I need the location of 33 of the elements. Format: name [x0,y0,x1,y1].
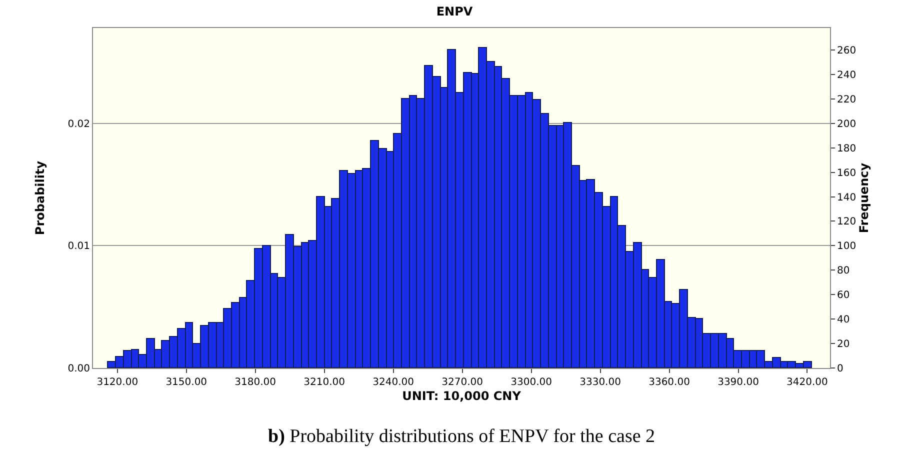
y-tick-label: 0.02 [68,118,90,130]
x-tick-label: 3390.00 [718,377,759,388]
x-tick-label: 3330.00 [580,377,621,388]
y2-tick-label: 220 [837,94,856,106]
y2-tick-label: 120 [837,216,856,228]
x-tick-label: 3180.00 [234,377,276,388]
x-tick-label: 3240.00 [372,377,414,388]
y2-axis-title: Frequency [856,162,871,234]
y2-tick-label: 100 [837,241,856,252]
y2-tick-label: 160 [837,168,856,179]
x-tick-label: 3420.00 [786,377,828,388]
y2-tick-label: 0 [837,364,844,374]
y2-tick-label: 200 [837,118,856,130]
y-tick-label: 0.00 [68,364,90,374]
y-tick-label: 0.01 [68,241,90,252]
y2-tick-label: 60 [837,290,850,302]
x-tick-label: 3300.00 [510,377,552,388]
y2-tick-label: 180 [837,143,856,154]
y2-tick-label: 20 [837,339,850,350]
y2-tick-label: 80 [837,266,850,277]
x-axis-title: UNIT: 10,000 CNY [402,388,522,403]
x-tick-label: 3270.00 [442,377,483,388]
x-tick-label: 3150.00 [166,377,208,388]
text: b) Probability distributions of ENPV for the case 2 [268,426,656,447]
y2-tick-label: 240 [837,70,856,81]
y-axis-title: Probability [33,160,48,236]
y2-tick-label: 40 [837,314,850,326]
x-tick-label: 3210.00 [304,377,346,388]
y2-tick-label: 140 [837,192,856,204]
x-tick-label: 3360.00 [648,377,690,388]
y2-tick-label: 260 [837,46,856,57]
chart-title: ENPV [436,4,474,18]
x-tick-label: 3120.00 [96,377,138,388]
